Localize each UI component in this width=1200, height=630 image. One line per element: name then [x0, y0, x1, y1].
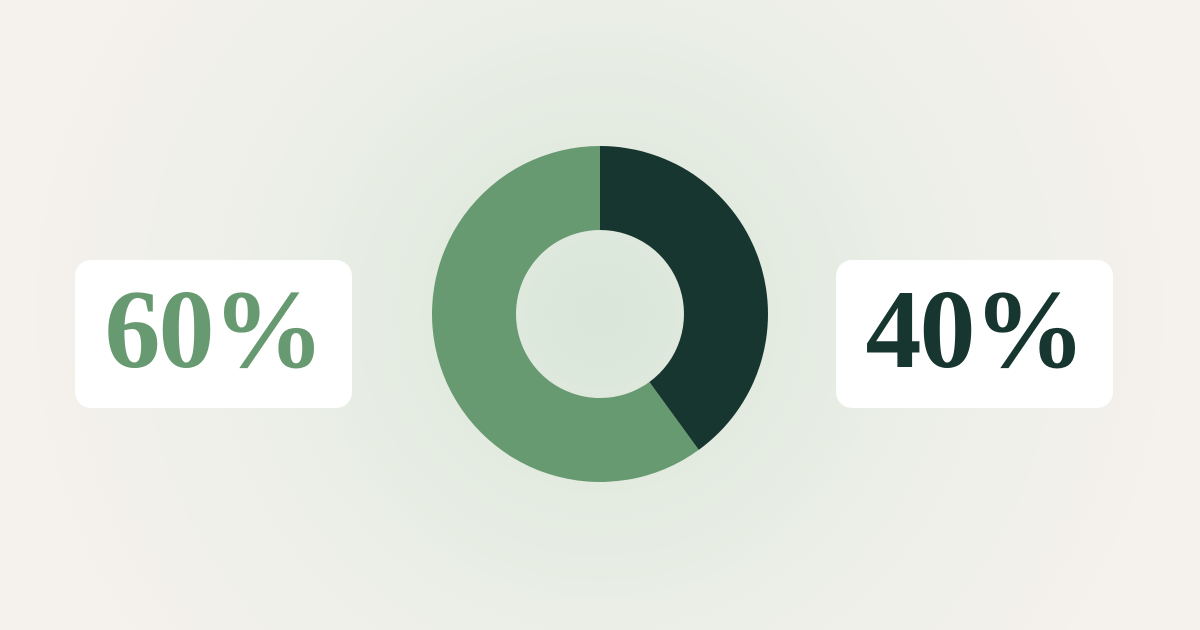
dark-percent-label: 40%: [865, 268, 1086, 392]
percent-card-dark: 40%: [836, 260, 1113, 408]
donut-chart: [432, 146, 768, 482]
percent-card-green: 60%: [75, 260, 352, 408]
donut-segment-green-60: [432, 146, 699, 482]
donut-segment-dark-40: [600, 146, 768, 450]
green-percent-label: 60%: [104, 268, 325, 392]
donut-chart-container: [432, 146, 768, 482]
